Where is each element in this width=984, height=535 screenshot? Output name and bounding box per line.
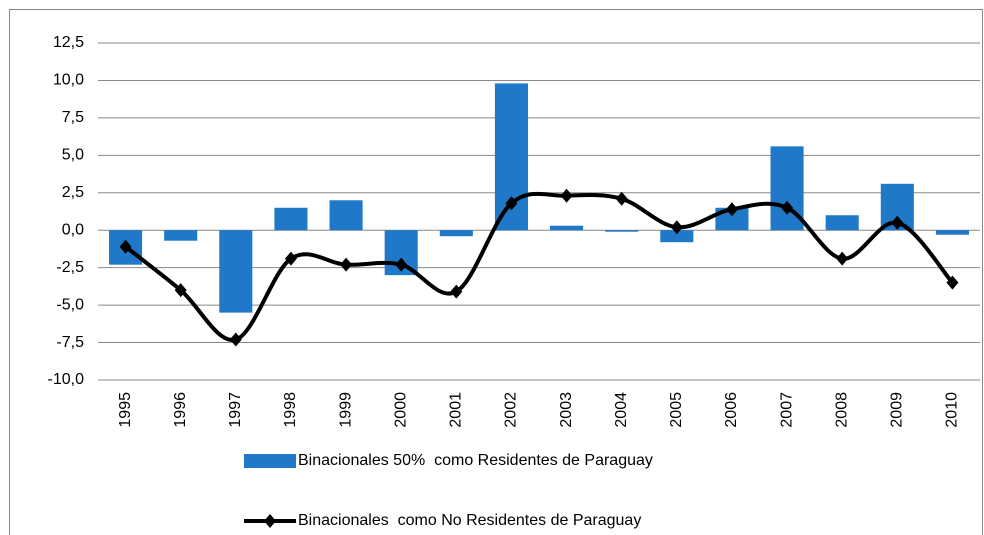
bar — [329, 200, 363, 231]
x-tick-label: 2001 — [448, 392, 465, 428]
line-marker — [781, 200, 794, 215]
line-marker — [395, 257, 408, 272]
y-tick-label: 0,0 — [62, 221, 84, 238]
x-tick-label: 2007 — [778, 392, 795, 428]
bar — [274, 207, 308, 231]
line-marker — [229, 332, 242, 347]
line-marker — [340, 257, 353, 272]
x-tick-label: 1998 — [282, 392, 299, 428]
bar — [550, 225, 584, 231]
x-tick-label: 1996 — [172, 392, 189, 428]
line-marker — [615, 191, 628, 206]
line-marker — [891, 215, 904, 230]
bar — [825, 215, 859, 231]
bar — [439, 230, 473, 237]
line-marker — [670, 220, 683, 235]
x-tick-label: 2005 — [668, 392, 685, 428]
x-tick-label: 2003 — [558, 392, 575, 428]
x-tick-label: 2008 — [833, 392, 850, 428]
line-marker — [174, 283, 187, 298]
line-marker — [450, 284, 463, 299]
line-marker — [560, 188, 573, 203]
x-tick-label: 1995 — [117, 392, 134, 428]
x-tick-label: 1999 — [337, 392, 354, 428]
legend-swatch — [244, 454, 296, 468]
y-tick-label: 2,5 — [62, 184, 84, 201]
y-tick-label: -10,0 — [48, 371, 85, 388]
x-tick-label: 1997 — [227, 392, 244, 428]
x-tick-label: 2009 — [889, 392, 906, 428]
bar — [605, 230, 639, 232]
y-tick-label: -5,0 — [56, 296, 84, 313]
y-tick-label: 7,5 — [62, 109, 84, 126]
y-tick-label: 5,0 — [62, 147, 84, 164]
x-tick-label: 2004 — [613, 392, 630, 428]
bar — [164, 230, 198, 241]
bar — [219, 230, 253, 313]
line-marker — [505, 196, 518, 211]
line-marker — [836, 251, 849, 266]
bar — [660, 230, 694, 243]
x-tick-label: 2006 — [723, 392, 740, 428]
y-tick-label: 10,0 — [53, 72, 84, 89]
y-tick-label: -2,5 — [56, 259, 84, 276]
legend-label: Binacionales como No Residentes de Parag… — [298, 512, 641, 529]
x-tick-label: 2000 — [392, 392, 409, 428]
legend-label: Binacionales 50% como Residentes de Para… — [298, 452, 653, 469]
line-marker — [725, 202, 738, 217]
y-tick-label: 12,5 — [53, 34, 84, 51]
line-marker — [946, 275, 959, 290]
bar — [935, 230, 969, 235]
x-tick-label: 2002 — [503, 392, 520, 428]
x-tick-label: 2010 — [944, 392, 961, 428]
legend-marker — [264, 514, 276, 528]
line-marker — [119, 239, 132, 254]
y-tick-label: -7,5 — [56, 334, 84, 351]
line — [124, 191, 954, 342]
line-marker — [284, 251, 297, 266]
